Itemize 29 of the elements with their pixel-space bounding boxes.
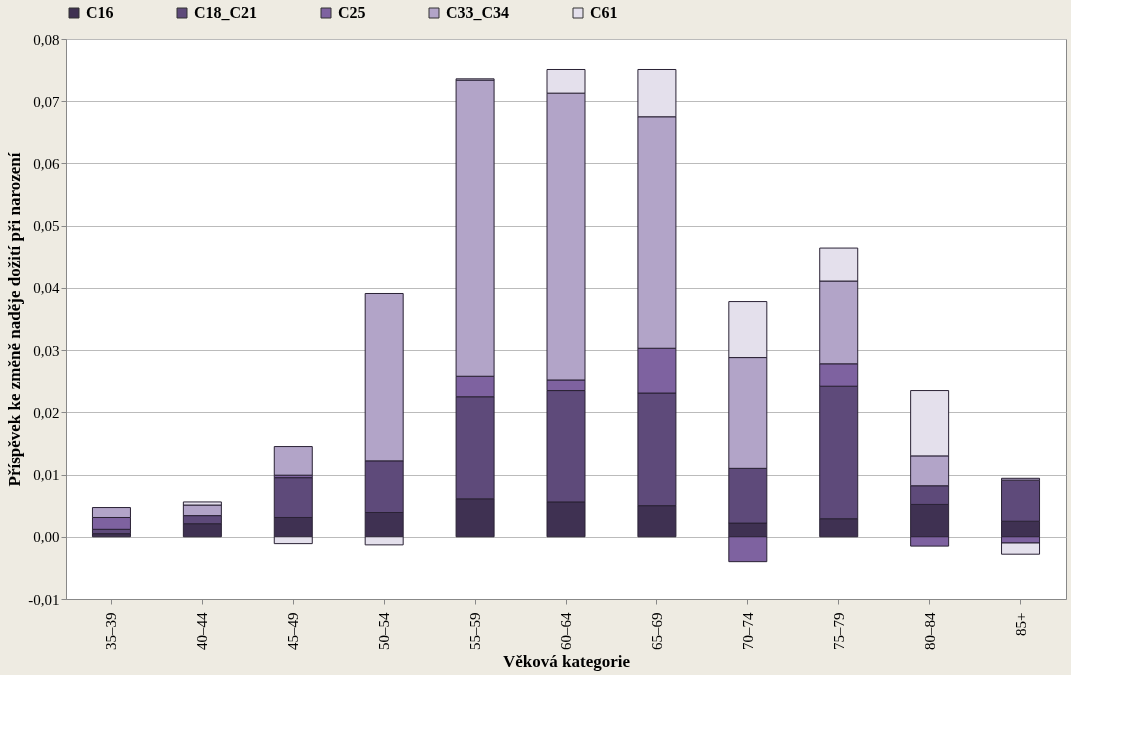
x-tick-label: 45–49 xyxy=(285,612,302,650)
x-tick-label: 65–69 xyxy=(648,612,665,650)
y-tick-label: 0,00 xyxy=(33,529,60,546)
x-tick-label: 85+ xyxy=(1012,612,1029,636)
x-tick-label: 35–39 xyxy=(103,612,120,650)
legend-label: C33_C34 xyxy=(446,4,510,21)
y-tick-label: 0,06 xyxy=(33,155,60,172)
y-tick-label: 0,05 xyxy=(33,218,60,235)
y-tick-label: 0,08 xyxy=(33,31,60,48)
x-axis-title: Věková kategorie xyxy=(502,652,631,671)
legend-label: C61 xyxy=(590,4,618,21)
y-tick-label: 0,02 xyxy=(33,404,60,421)
legend-label: C16 xyxy=(86,4,114,21)
y-axis-title: Příspěvek ke změně naděje dožití při narození xyxy=(5,152,25,487)
legend-label: C18_C21 xyxy=(194,4,258,21)
y-tick-label: 0,04 xyxy=(33,280,60,297)
bar xyxy=(273,446,313,476)
x-tick-label: 75–79 xyxy=(830,612,847,650)
x-tick-label: 70–74 xyxy=(739,612,756,650)
y-tick-label: 0,03 xyxy=(33,342,60,359)
y-tick-label: 0,07 xyxy=(33,93,60,110)
x-tick-label: 80–84 xyxy=(921,612,938,650)
y-tick-label: 0,01 xyxy=(33,467,60,484)
legend-label: C25 xyxy=(338,4,366,21)
x-tick-label: 40–44 xyxy=(194,612,211,650)
x-tick-label: 60–64 xyxy=(558,612,574,650)
x-tick-label: 50–54 xyxy=(376,612,393,650)
y-tick-label: -0,01 xyxy=(28,591,60,608)
x-tick-label: 55–59 xyxy=(467,612,484,650)
